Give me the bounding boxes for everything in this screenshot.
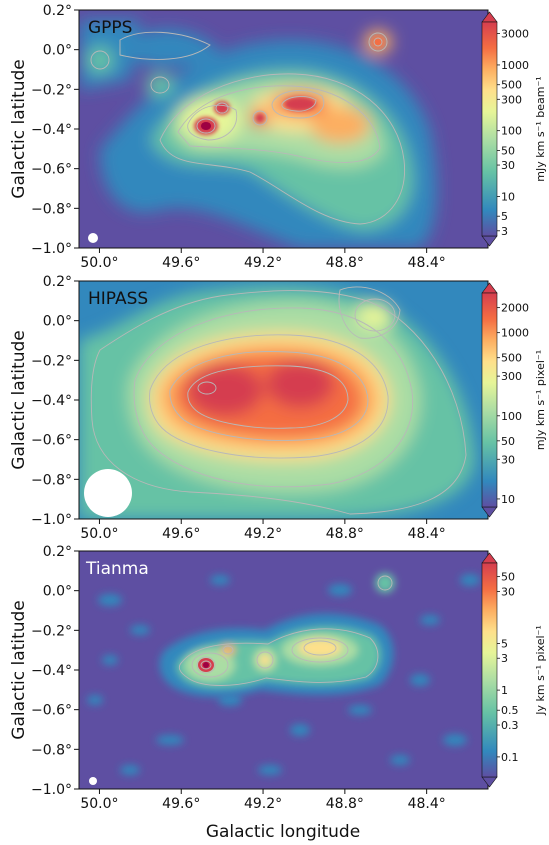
x-axis-label: Galactic longitude: [206, 822, 360, 842]
y-tick-label: 0.0°: [43, 314, 72, 330]
y-tick-label: 0.2°: [43, 274, 72, 290]
x-tick-label: 50.0°: [80, 796, 118, 812]
colorbar-tick-label: 50: [501, 571, 515, 584]
x-tick-label: 48.8°: [326, 526, 364, 542]
hipass-y-axis: 0.2° 0.0° −0.2° −0.4° −0.6° −0.8° −1.0°: [31, 274, 79, 528]
y-tick-label: −0.4°: [31, 663, 72, 679]
colorbar-tick-label: 500: [501, 352, 522, 365]
colorbar-tick-label: 1000: [501, 59, 529, 72]
colorbar-tick-label: 5: [501, 210, 508, 223]
x-tick-label: 49.6°: [162, 255, 200, 271]
hipass-panel-title: HIPASS: [88, 289, 148, 309]
x-tick-label: 49.2°: [244, 526, 282, 542]
hipass-x-axis: 50.0° 49.6° 49.2° 48.8° 48.4°: [80, 519, 446, 542]
x-tick-label: 48.4°: [408, 796, 446, 812]
colorbar-tick-label: 100: [501, 410, 522, 423]
panel-hipass: HIPASS 0.2° 0.0° −0.2° −0.4° −0.6° −0.8° −1.0°…: [9, 274, 547, 542]
x-tick-label: 49.6°: [162, 526, 200, 542]
colorbar-tick-label: 500: [501, 79, 522, 92]
y-tick-label: 0.0°: [43, 43, 72, 59]
x-tick-label: 49.2°: [244, 796, 282, 812]
y-tick-label: −0.8°: [31, 201, 72, 217]
tianma-x-axis: 50.0° 49.6° 49.2° 48.8° 48.4°: [80, 789, 446, 812]
colorbar-tick-label: 10: [501, 493, 515, 506]
y-tick-label: −0.6°: [31, 703, 72, 719]
hipass-y-label: Galactic latitude: [9, 330, 29, 469]
colorbar-tick-label: 300: [501, 370, 522, 383]
hipass-beam-marker: [84, 469, 132, 517]
y-tick-label: 0.0°: [43, 584, 72, 600]
x-tick-label: 49.6°: [162, 796, 200, 812]
x-tick-label: 49.2°: [244, 255, 282, 271]
gpps-y-label: Galactic latitude: [9, 59, 29, 198]
tianma-y-label: Galactic latitude: [9, 600, 29, 739]
gpps-image: [79, 10, 488, 248]
y-tick-label: −1.0°: [31, 782, 72, 798]
colorbar-tick-label: 0.3: [501, 719, 519, 732]
colorbar-tick-label: 3: [501, 652, 508, 665]
y-tick-label: −0.4°: [31, 393, 72, 409]
y-tick-label: −0.8°: [31, 742, 72, 758]
colorbar-tick-label: 300: [501, 93, 522, 106]
colorbar-label: mJy km s⁻¹ beam⁻¹: [534, 76, 547, 181]
panel-tianma: Tianma 0.2° 0.0° −0.2° −0.4° −0.6° −0.8° −1.0°…: [9, 544, 547, 812]
y-tick-label: −1.0°: [31, 241, 72, 257]
x-tick-label: 48.8°: [326, 255, 364, 271]
colorbar-label: mJy km s⁻¹ pixel⁻¹: [534, 350, 547, 450]
colorbar-tick-label: 50: [501, 435, 515, 448]
x-tick-label: 50.0°: [80, 255, 118, 271]
y-tick-label: 0.2°: [43, 3, 72, 19]
colorbar-tick-label: 1000: [501, 327, 529, 340]
y-tick-label: −0.2°: [31, 353, 72, 369]
gpps-panel-title: GPPS: [88, 18, 132, 38]
tianma-contours: [178, 575, 393, 686]
y-tick-label: −0.2°: [31, 623, 72, 639]
hipass-colorbar: 2000 1000 500 300 100 50 30 10 mJy km s⁻¹ pixel⁻…: [481, 282, 547, 518]
panel-gpps: GPPS 0.2° 0.0° −0.2° −0.4° −0.6° −0.8° −1.0° 5…: [9, 3, 547, 271]
gpps-x-axis: 50.0° 49.6° 49.2° 48.8° 48.4°: [80, 248, 446, 271]
colorbar-tick-label: 5: [501, 637, 508, 650]
colorbar-label: Jy km s⁻¹ pixel⁻¹: [534, 625, 547, 716]
gpps-y-axis: 0.2° 0.0° −0.2° −0.4° −0.6° −0.8° −1.0°: [31, 3, 79, 257]
y-tick-label: 0.2°: [43, 544, 72, 560]
x-tick-label: 50.0°: [80, 526, 118, 542]
y-tick-label: −0.6°: [31, 162, 72, 178]
colorbar-bar: [481, 562, 498, 778]
colorbar-tick-label: 3: [501, 225, 508, 238]
hipass-contours: [90, 286, 467, 515]
colorbar-tick-label: 1: [501, 684, 508, 697]
colorbar-tick-label: 0.1: [501, 751, 519, 764]
colorbar-tick-label: 30: [501, 453, 515, 466]
x-tick-label: 48.4°: [408, 526, 446, 542]
colorbar-tick-label: 10: [501, 190, 515, 203]
y-tick-label: −0.8°: [31, 472, 72, 488]
colorbar-bar: [481, 21, 498, 237]
colorbar-tick-label: 100: [501, 125, 522, 138]
gpps-contours: [90, 31, 405, 225]
colorbar-tick-label: 50: [501, 144, 515, 157]
y-tick-label: −0.6°: [31, 433, 72, 449]
hipass-image: [79, 281, 488, 519]
x-tick-label: 48.8°: [326, 796, 364, 812]
tianma-panel-title: Tianma: [85, 559, 149, 579]
gpps-beam-marker: [88, 233, 98, 243]
colorbar-tick-label: 3000: [501, 28, 529, 41]
colorbar-tick-label: 2000: [501, 302, 529, 315]
colorbar-tick-label: 30: [501, 585, 515, 598]
tianma-y-axis: 0.2° 0.0° −0.2° −0.4° −0.6° −0.8° −1.0°: [31, 544, 79, 798]
y-tick-label: −0.2°: [31, 82, 72, 98]
y-tick-label: −0.4°: [31, 122, 72, 138]
y-tick-label: −1.0°: [31, 512, 72, 528]
tianma-beam-marker: [89, 777, 97, 785]
colorbar-bar: [481, 292, 498, 508]
colorbar-tick-label: 0.5: [501, 704, 519, 717]
x-tick-label: 48.4°: [408, 255, 446, 271]
colorbar-tick-label: 30: [501, 159, 515, 172]
tianma-image: [79, 551, 488, 789]
